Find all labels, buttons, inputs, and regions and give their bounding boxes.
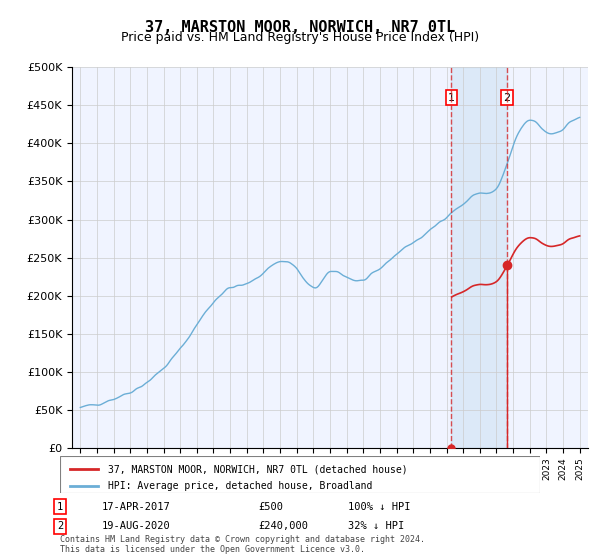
Text: Price paid vs. HM Land Registry's House Price Index (HPI): Price paid vs. HM Land Registry's House … [121, 31, 479, 44]
Text: 2: 2 [57, 521, 63, 531]
Text: 17-APR-2017: 17-APR-2017 [102, 502, 171, 512]
Text: 19-AUG-2020: 19-AUG-2020 [102, 521, 171, 531]
Bar [451, 67, 507, 448]
Text: HPI: Average price, detached house, Broadland: HPI: Average price, detached house, Broa… [108, 480, 373, 491]
Text: 100% ↓ HPI: 100% ↓ HPI [348, 502, 410, 512]
Text: Contains HM Land Registry data © Crown copyright and database right 2024.
This d: Contains HM Land Registry data © Crown c… [60, 535, 425, 554]
Text: 1: 1 [448, 92, 455, 102]
FancyBboxPatch shape [60, 456, 540, 493]
Text: 1: 1 [57, 502, 63, 512]
Text: £240,000: £240,000 [258, 521, 308, 531]
Text: 37, MARSTON MOOR, NORWICH, NR7 0TL (detached house): 37, MARSTON MOOR, NORWICH, NR7 0TL (deta… [108, 464, 407, 474]
Text: 37, MARSTON MOOR, NORWICH, NR7 0TL: 37, MARSTON MOOR, NORWICH, NR7 0TL [145, 20, 455, 35]
Text: 2: 2 [503, 92, 511, 102]
Text: £500: £500 [258, 502, 283, 512]
Text: 32% ↓ HPI: 32% ↓ HPI [348, 521, 404, 531]
